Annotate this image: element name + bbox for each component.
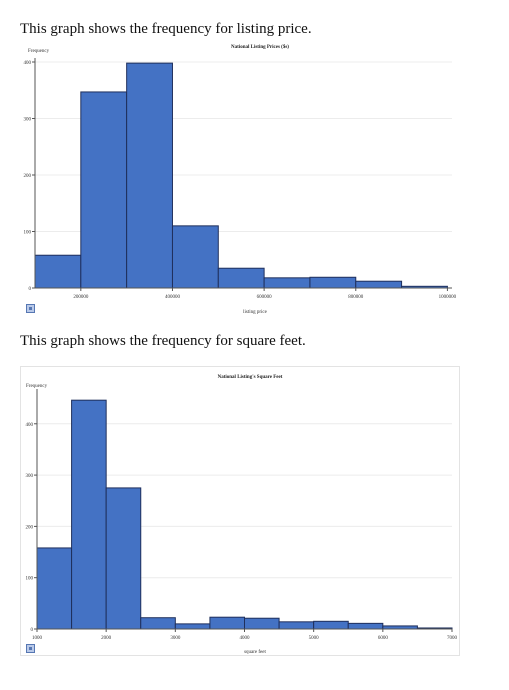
histogram-bar [34,254,82,289]
chart-title: National Listing Prices ($s) [231,45,289,50]
histogram-bar [174,623,211,630]
histogram-bar [80,91,128,289]
histogram-bar [126,62,173,289]
histogram-bar [355,280,403,289]
histogram-bar [217,267,265,289]
x-tick-label: 6000 [378,636,389,641]
histogram-bar [209,616,246,630]
histogram-bar [105,487,142,630]
image-marker-icon [26,644,35,653]
y-tick-label: 0 [29,287,32,292]
histogram-bar [171,225,219,289]
histogram-bar [347,622,384,630]
sqft-caption: This graph shows the frequency for squar… [20,333,306,349]
x-tick-label: 3000 [170,636,181,641]
x-tick-label: 1000000 [439,295,457,300]
x-tick-label: 2000 [101,636,112,641]
histogram-bar [263,277,311,289]
y-tick-label: 300 [26,474,34,479]
x-tick-label: 600000 [257,295,273,300]
x-tick-label: 400000 [165,295,181,300]
histogram-bar [36,547,73,630]
y-tick-label: 100 [24,231,32,236]
sqft-histogram: National Listing's Square Feet Frequency… [20,366,460,656]
histogram-bar [309,276,357,289]
y-axis-label: Frequency [26,384,48,389]
y-tick-label: 200 [26,525,34,530]
y-tick-label: 0 [31,628,34,633]
histogram-bar [313,620,349,630]
y-tick-label: 200 [24,174,32,179]
price-caption: This graph shows the frequency for listi… [20,21,312,37]
histogram-bar [71,399,107,630]
histogram-bar [244,617,280,630]
y-axis-label: Frequency [28,49,50,54]
y-tick-label: 400 [26,423,34,428]
price-histogram: National Listing Prices ($s) Frequency l… [24,45,457,315]
histogram-bar [140,617,176,630]
x-tick-label: 200000 [73,295,89,300]
x-tick-label: 5000 [309,636,320,641]
chart-title: National Listing's Square Feet [218,375,283,380]
x-axis-label: square feet [244,650,266,655]
x-tick-label: 1000 [32,636,43,641]
x-tick-label: 4000 [240,636,251,641]
x-tick-label: 7000 [447,636,458,641]
y-tick-label: 400 [24,61,32,66]
image-marker-icon [26,304,35,313]
x-tick-label: 800000 [348,295,364,300]
histogram-bar [278,621,315,630]
y-tick-label: 300 [24,118,32,123]
chart-frame [20,366,460,656]
x-axis-label: listing price [243,310,268,315]
y-tick-label: 100 [26,577,34,582]
